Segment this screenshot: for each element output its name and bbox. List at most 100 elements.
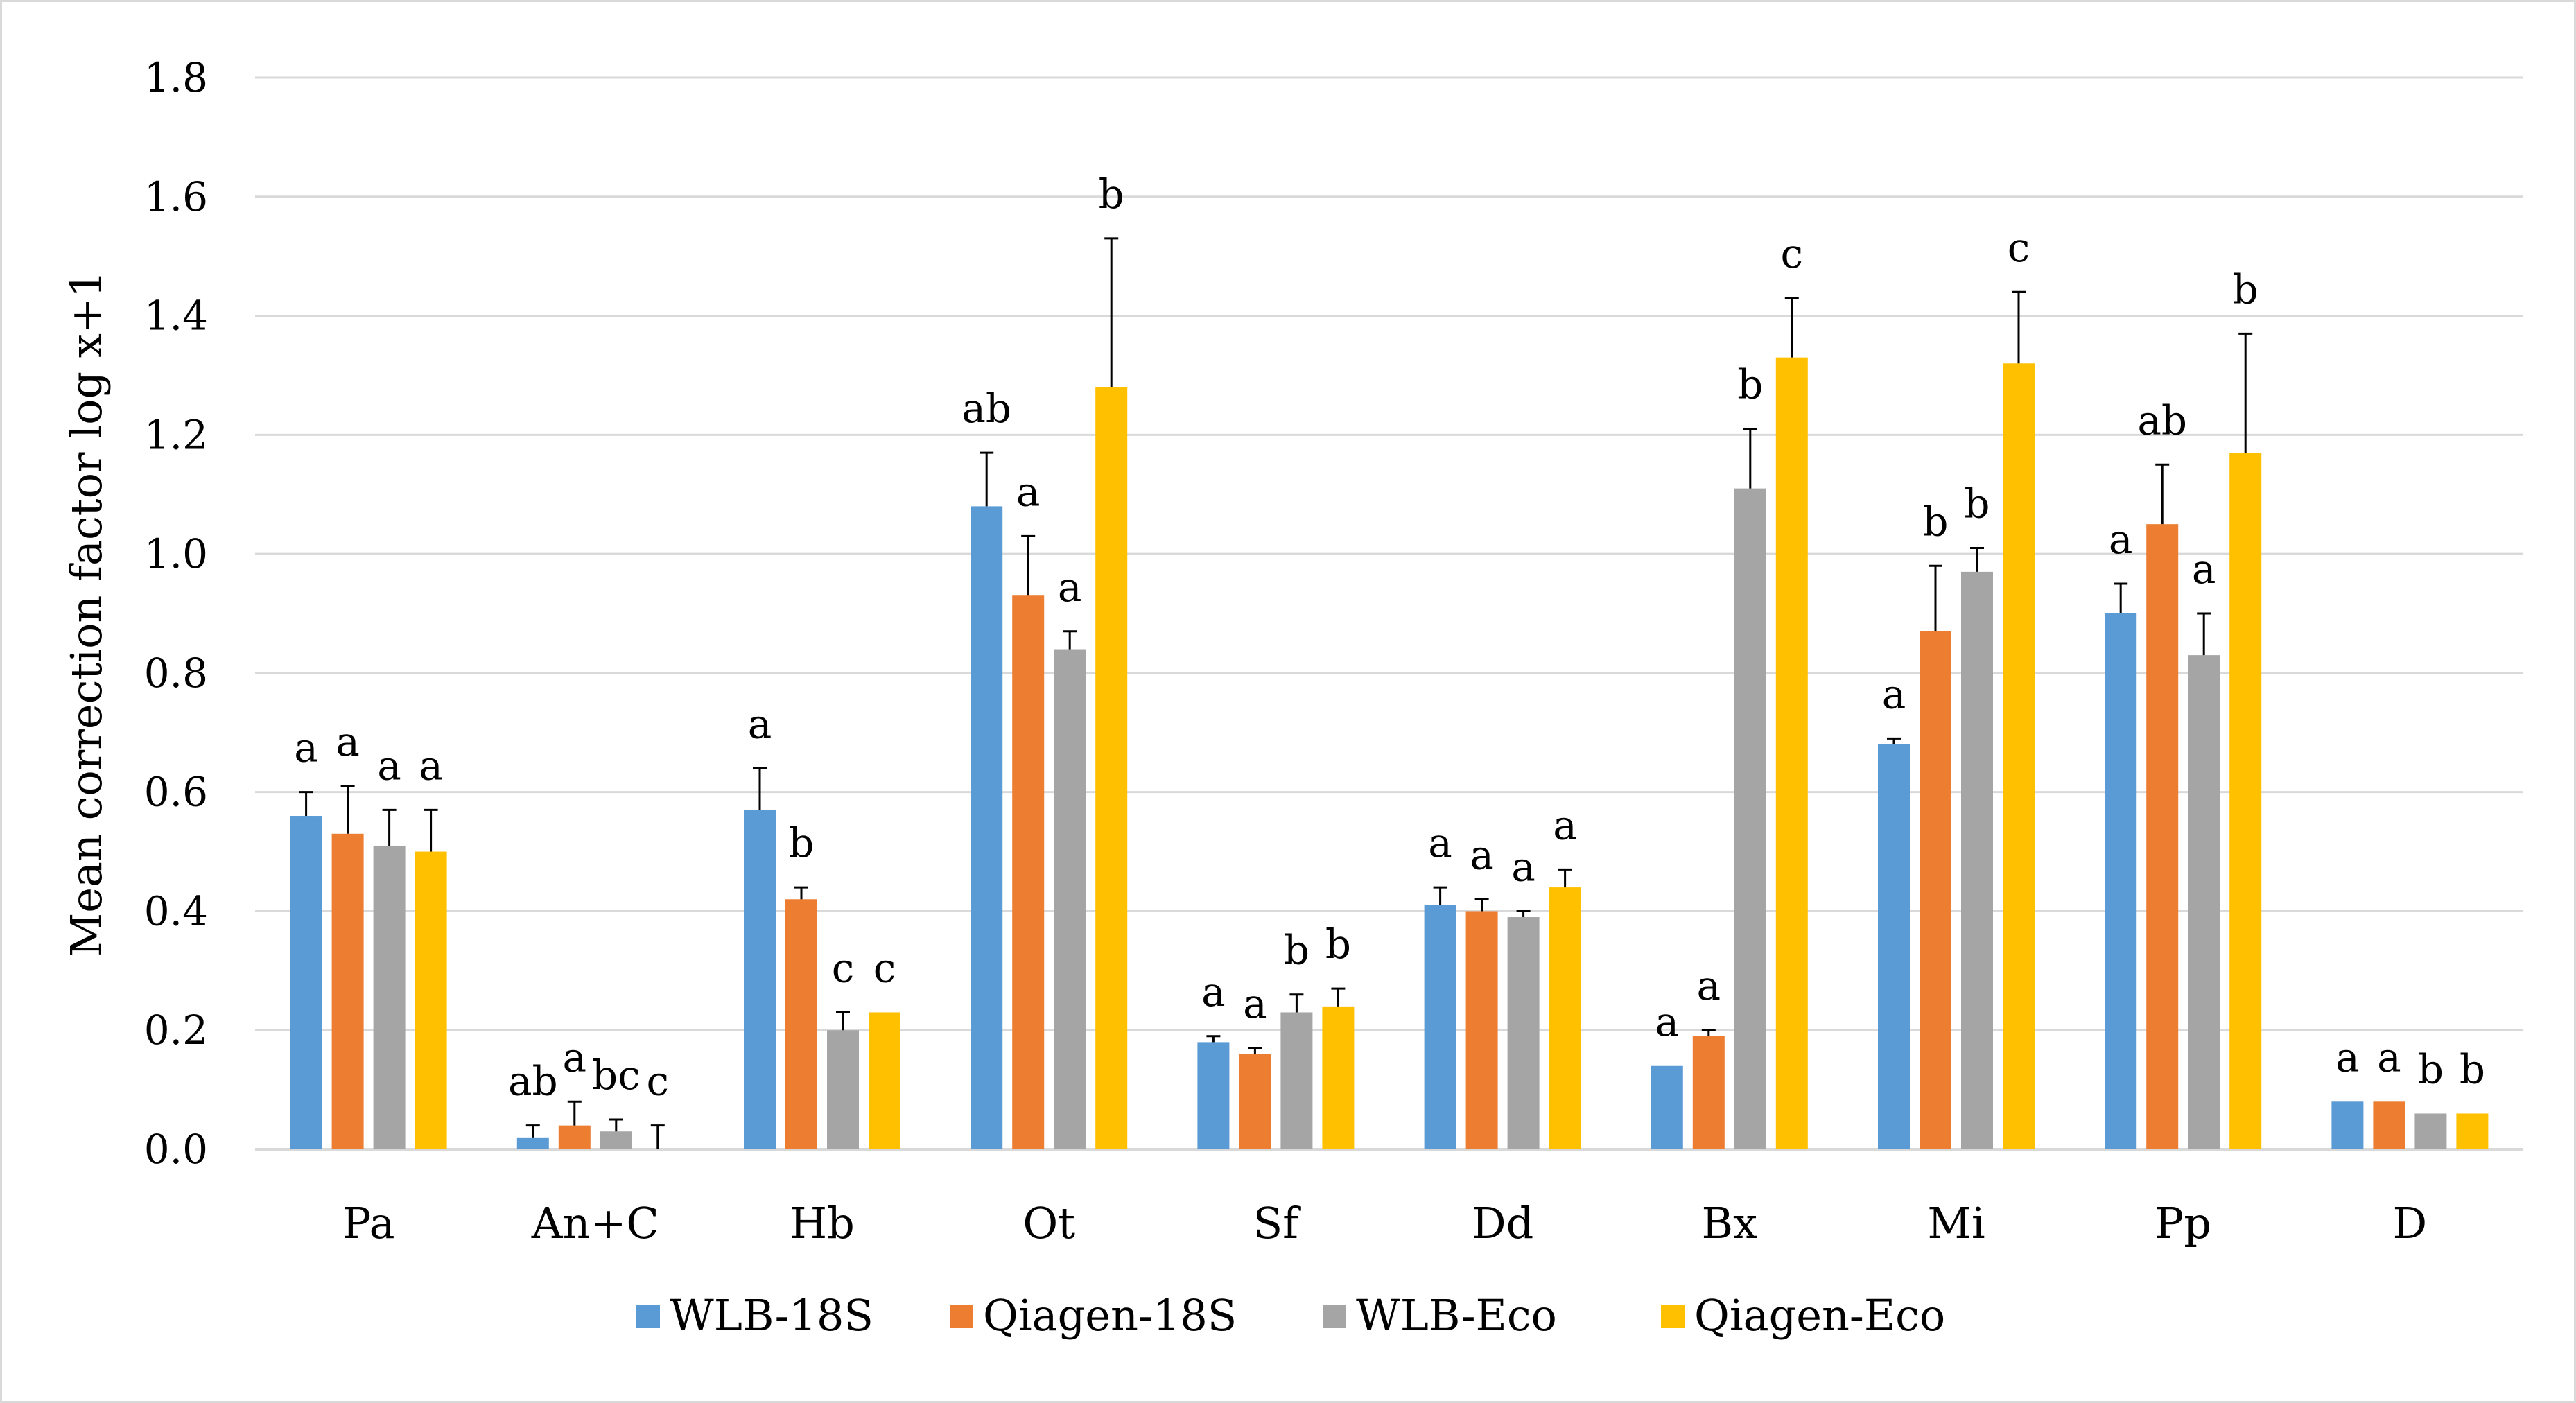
- legend-swatch-wlb-eco: [1323, 1305, 1346, 1328]
- y-tick-label-1-6: 1.6: [144, 173, 208, 220]
- bar-d-qiagen-eco: [2456, 1113, 2489, 1149]
- y-tick-label-0-8: 0.8: [144, 650, 208, 697]
- bar-d-wlb-18s: [2331, 1101, 2364, 1149]
- significance-label-dd-wlb-18s: a: [1428, 819, 1452, 866]
- significance-label-bx-qiagen-eco: c: [1781, 230, 1803, 277]
- y-axis-ticks: 0.0 0.2 0.4 0.6 0.8 1.0 1.2 1.4 1.6 1.8: [144, 54, 208, 1173]
- significance-label-an-c-wlb-18s: ab: [508, 1058, 558, 1105]
- legend-swatch-qiagen-eco: [1661, 1305, 1685, 1328]
- bar-pp-wlb-eco: [2188, 655, 2220, 1149]
- significance-label-sf-wlb-18s: a: [1201, 968, 1226, 1016]
- bar-d-wlb-eco: [2414, 1113, 2447, 1149]
- bar-pa-wlb-eco: [373, 845, 406, 1149]
- significance-label-hb-qiagen-18s: b: [788, 819, 814, 866]
- legend-label-qiagen-18s: Qiagen-18S: [983, 1290, 1237, 1341]
- significance-label-d-qiagen-eco: b: [2460, 1045, 2485, 1092]
- bar-pa-qiagen-eco: [415, 851, 447, 1149]
- significance-label-pa-qiagen-eco: a: [419, 742, 443, 789]
- significance-label-sf-qiagen-eco: b: [1325, 921, 1351, 968]
- significance-label-d-wlb-eco: b: [2418, 1045, 2444, 1092]
- significance-label-ot-qiagen-18s: a: [1016, 468, 1041, 515]
- category-label-bx: Bx: [1702, 1198, 1758, 1248]
- significance-label-pa-wlb-eco: a: [377, 742, 401, 789]
- significance-label-dd-wlb-eco: a: [1511, 843, 1535, 890]
- bar-dd-wlb-eco: [1507, 917, 1540, 1149]
- significance-label-dd-qiagen-18s: a: [1470, 831, 1494, 878]
- bar-an-c-wlb-eco: [600, 1131, 632, 1149]
- significance-label-mi-wlb-18s: a: [1882, 670, 1906, 717]
- y-axis-title: Mean correction factor log x+1: [61, 270, 112, 957]
- significance-label-ot-wlb-eco: a: [1058, 564, 1082, 611]
- bar-bx-qiagen-eco: [1775, 357, 1808, 1150]
- significance-label-sf-qiagen-18s: a: [1243, 980, 1267, 1027]
- bar-sf-qiagen-eco: [1322, 1006, 1355, 1149]
- significance-label-mi-qiagen-18s: b: [1922, 498, 1948, 545]
- category-label-sf: Sf: [1253, 1198, 1301, 1248]
- bar-ot-qiagen-18s: [1012, 595, 1045, 1149]
- bar-mi-wlb-18s: [1878, 744, 1910, 1149]
- category-label-pp: Pp: [2155, 1198, 2211, 1248]
- legend-label-wlb-eco: WLB-Eco: [1356, 1290, 1557, 1341]
- significance-label-hb-qiagen-eco: c: [873, 944, 896, 991]
- significance-label-pa-qiagen-18s: a: [336, 718, 360, 765]
- significance-label-d-qiagen-18s: a: [2377, 1034, 2401, 1081]
- bar-pp-wlb-18s: [2105, 613, 2137, 1149]
- category-label-d: D: [2393, 1198, 2428, 1248]
- bar-ot-wlb-18s: [971, 506, 1003, 1149]
- significance-label-ot-qiagen-eco: b: [1099, 171, 1124, 218]
- legend-swatch-wlb-18s: [636, 1305, 660, 1328]
- category-label-dd: Dd: [1472, 1198, 1533, 1248]
- bar-hb-wlb-18s: [744, 810, 776, 1149]
- significance-label-hb-wlb-18s: a: [748, 700, 772, 747]
- category-label-ot: Ot: [1022, 1198, 1075, 1248]
- significance-label-pa-wlb-18s: a: [294, 724, 318, 772]
- y-tick-label-1-0: 1.0: [144, 530, 208, 577]
- bar-an-c-wlb-18s: [516, 1137, 549, 1149]
- y-tick-label-0-0: 0.0: [144, 1126, 208, 1173]
- bar-dd-qiagen-eco: [1549, 887, 1581, 1149]
- bar-sf-wlb-eco: [1280, 1012, 1313, 1149]
- bar-ot-wlb-eco: [1054, 649, 1086, 1149]
- bar-bx-qiagen-18s: [1692, 1036, 1725, 1149]
- category-labels: Pa An+C Hb Ot Sf Dd Bx Mi Pp D: [342, 1198, 2428, 1248]
- bar-ot-qiagen-eco: [1095, 387, 1128, 1149]
- significance-label-an-c-qiagen-eco: c: [647, 1058, 669, 1105]
- y-tick-label-1-2: 1.2: [144, 411, 208, 458]
- bar-hb-qiagen-18s: [785, 899, 817, 1149]
- bar-d-qiagen-18s: [2373, 1101, 2405, 1149]
- bar-hb-qiagen-eco: [869, 1012, 900, 1149]
- bar-mi-qiagen-18s: [1920, 631, 1951, 1149]
- significance-label-pp-wlb-18s: a: [2109, 516, 2133, 563]
- significance-label-d-wlb-18s: a: [2335, 1034, 2360, 1081]
- bar-pp-qiagen-18s: [2146, 524, 2179, 1149]
- legend-label-qiagen-eco: Qiagen-Eco: [1694, 1290, 1945, 1341]
- legend-label-wlb-18s: WLB-18S: [670, 1290, 873, 1341]
- significance-label-hb-wlb-eco: c: [832, 944, 854, 991]
- bar-mi-wlb-eco: [1961, 571, 1993, 1149]
- significance-label-mi-qiagen-eco: c: [2008, 224, 2030, 271]
- category-label-mi: Mi: [1927, 1198, 1985, 1248]
- y-tick-label-0-4: 0.4: [144, 887, 208, 934]
- bar-an-c-qiagen-18s: [558, 1125, 591, 1149]
- significance-label-mi-wlb-eco: b: [1964, 480, 1990, 528]
- category-label-an-c: An+C: [531, 1198, 659, 1248]
- significance-label-ot-wlb-18s: ab: [961, 385, 1011, 432]
- y-tick-label-1-4: 1.4: [144, 293, 208, 340]
- bar-dd-qiagen-18s: [1465, 911, 1498, 1149]
- significance-label-an-c-wlb-eco: bc: [592, 1052, 641, 1099]
- legend-swatch-qiagen-18s: [950, 1305, 973, 1328]
- bar-mi-qiagen-eco: [2003, 363, 2035, 1150]
- y-tick-label-0-6: 0.6: [144, 769, 208, 816]
- significance-label-sf-wlb-eco: b: [1284, 927, 1309, 974]
- significance-label-pp-qiagen-eco: b: [2233, 265, 2259, 313]
- legend: WLB-18S Qiagen-18S WLB-Eco Qiagen-Eco: [636, 1290, 1945, 1341]
- significance-label-pp-wlb-eco: a: [2192, 546, 2216, 593]
- bar-sf-wlb-18s: [1197, 1042, 1230, 1149]
- bar-bx-wlb-eco: [1734, 488, 1766, 1149]
- bar-hb-wlb-eco: [827, 1030, 859, 1149]
- significance-label-an-c-qiagen-18s: a: [563, 1034, 587, 1081]
